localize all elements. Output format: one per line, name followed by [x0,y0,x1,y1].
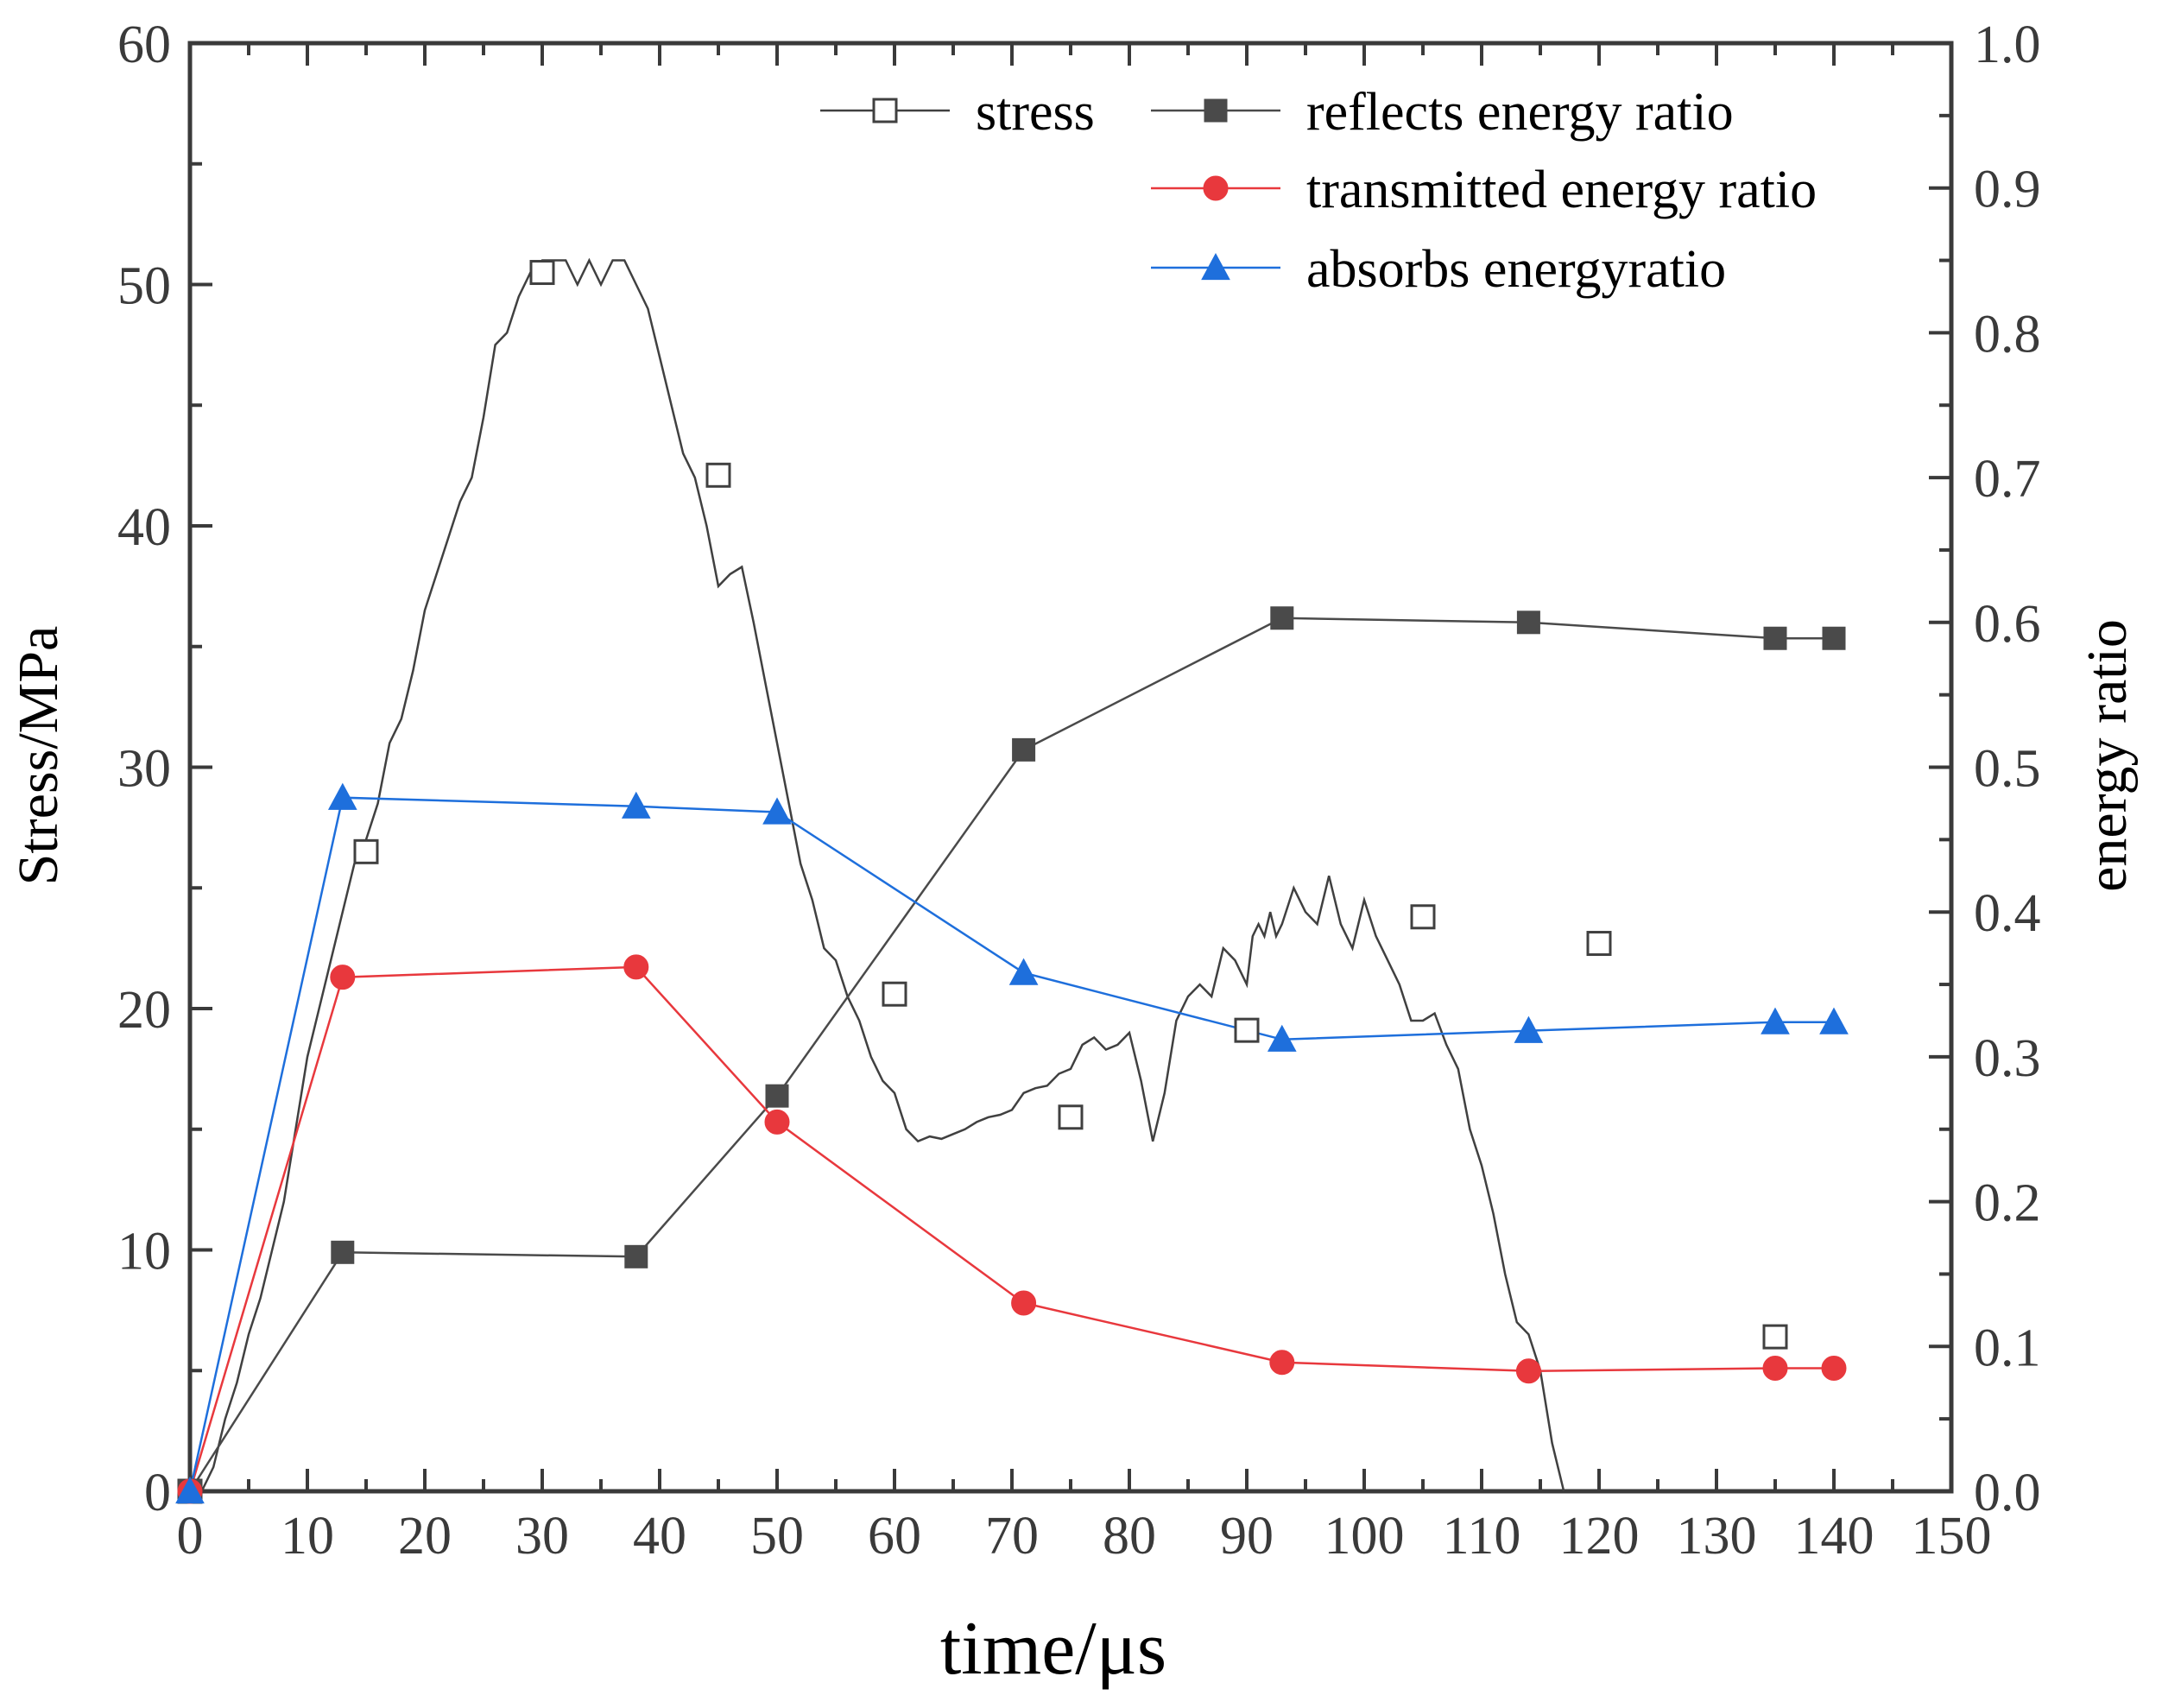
absorbs-energyratio-point [1514,1015,1544,1043]
y-right-tick-label: 0.7 [1974,450,2041,509]
axes-layer [187,41,1954,1494]
x-tick-label: 60 [868,1507,921,1566]
stress-point [1058,1104,1084,1130]
y-right-tick-label: 0.0 [1974,1464,2041,1522]
absorbs-energyratio-point [621,791,651,819]
stress-point [1586,931,1612,957]
stress-point [1762,1324,1788,1350]
y-left-tick-label: 0 [144,1464,171,1522]
y-right-tick-label: 0.3 [1974,1029,2041,1088]
stress-curve [190,257,1565,1493]
series-layer [175,257,1849,1504]
y-right-axis-title: energy ratio [2076,619,2139,892]
y-left-tick-label: 40 [117,498,171,557]
legend-marker-reflects-energy-ratio [1204,98,1228,123]
legend-marker-stress [872,98,898,123]
absorbs-energyratio-point [1008,958,1039,985]
reflects-energy-ratio-point [1822,626,1846,650]
x-tick-label: 130 [1677,1507,1757,1566]
x-tick-label: 40 [633,1507,686,1566]
stress-point [353,838,379,864]
x-tick-label: 140 [1794,1507,1874,1566]
labels-layer: 0 10 20 30 40 50 60 70 80 90 100 110 120 130 140 150 0 10… [117,16,2041,1566]
legend-marker-transmitted-energy-ratio [1203,175,1229,201]
absorbs-energyratio-point [327,782,357,810]
stress-point [1234,1017,1260,1043]
x-tick-label: 120 [1559,1507,1640,1566]
absorbs-energyratio-point [175,1476,205,1504]
legend-label-absorbs-energyratio: absorbs energyratio [1306,240,1726,299]
y-right-tick-label: 0.8 [1974,305,2041,364]
y-left-tick-label: 50 [117,257,171,316]
stress-point [1410,904,1436,930]
y-right-tick-label: 0.9 [1974,161,2041,219]
y-right-tick-label: 0.1 [1974,1319,2041,1377]
reflects-energy-ratio-point [1012,737,1036,762]
legend-label-reflects-energy-ratio: reflects energy ratio [1306,83,1734,142]
x-tick-label: 20 [398,1507,452,1566]
stress-point [705,462,731,488]
absorbs-energyratio-line [188,796,1834,1492]
transmitted-energy-ratio-point [1821,1355,1847,1381]
transmitted-energy-ratio-point [1011,1290,1037,1316]
reflects-energy-ratio-point [1270,606,1294,630]
legend-label-transmitted-energy-ratio: transmitted energy ratio [1306,161,1817,219]
transmitted-energy-ratio-line [188,965,1834,1492]
transmitted-energy-ratio-point [623,954,649,980]
x-tick-label: 50 [750,1507,804,1566]
legend: stress reflects energy ratio transmitted e… [820,83,1817,299]
x-tick-label: 150 [1912,1507,1992,1566]
legend-label-stress: stress [976,83,1095,142]
legend-marker-absorbs-energyratio [1201,252,1230,281]
reflects-energy-ratio-point [331,1240,355,1264]
transmitted-energy-ratio-point [1269,1350,1295,1376]
absorbs-energyratio-point [762,797,792,825]
stress-point [882,981,907,1007]
absorbs-energyratio-point [1761,1007,1790,1034]
x-tick-label: 10 [281,1507,334,1566]
y-right-tick-label: 0.4 [1974,884,2041,943]
transmitted-energy-ratio-point [330,965,356,990]
y-right-tick-label: 0.2 [1974,1174,2041,1233]
transmitted-energy-ratio-point [1762,1355,1788,1381]
absorbs-energyratio-point [1267,1024,1297,1052]
transmitted-energy-ratio-point [1515,1358,1541,1384]
reflects-energy-ratio-point [1516,610,1540,635]
x-tick-label: 0 [177,1507,204,1566]
y-left-tick-label: 60 [117,16,171,74]
x-tick-label: 100 [1324,1507,1405,1566]
y-right-tick-label: 0.5 [1974,740,2041,799]
reflects-energy-ratio-point [1763,626,1787,650]
y-left-tick-label: 30 [117,740,171,799]
absorbs-energyratio-point [1819,1007,1849,1034]
y-left-axis-title: Stress/MPa [7,626,70,886]
x-tick-label: 80 [1103,1507,1156,1566]
y-left-tick-label: 10 [117,1223,171,1281]
x-tick-label: 90 [1220,1507,1274,1566]
reflects-energy-ratio-point [765,1084,789,1108]
reflects-energy-ratio-line [188,617,1834,1492]
reflects-energy-ratio-point [624,1244,648,1268]
y-right-tick-label: 1.0 [1974,16,2041,74]
y-right-tick-label: 0.6 [1974,595,2041,654]
stress-point [529,260,555,286]
x-tick-label: 70 [985,1507,1039,1566]
transmitted-energy-ratio-point [764,1109,790,1135]
y-left-tick-label: 20 [117,981,171,1040]
x-axis-title: time/μs [940,1607,1166,1691]
x-tick-label: 110 [1443,1507,1521,1566]
x-tick-label: 30 [515,1507,569,1566]
